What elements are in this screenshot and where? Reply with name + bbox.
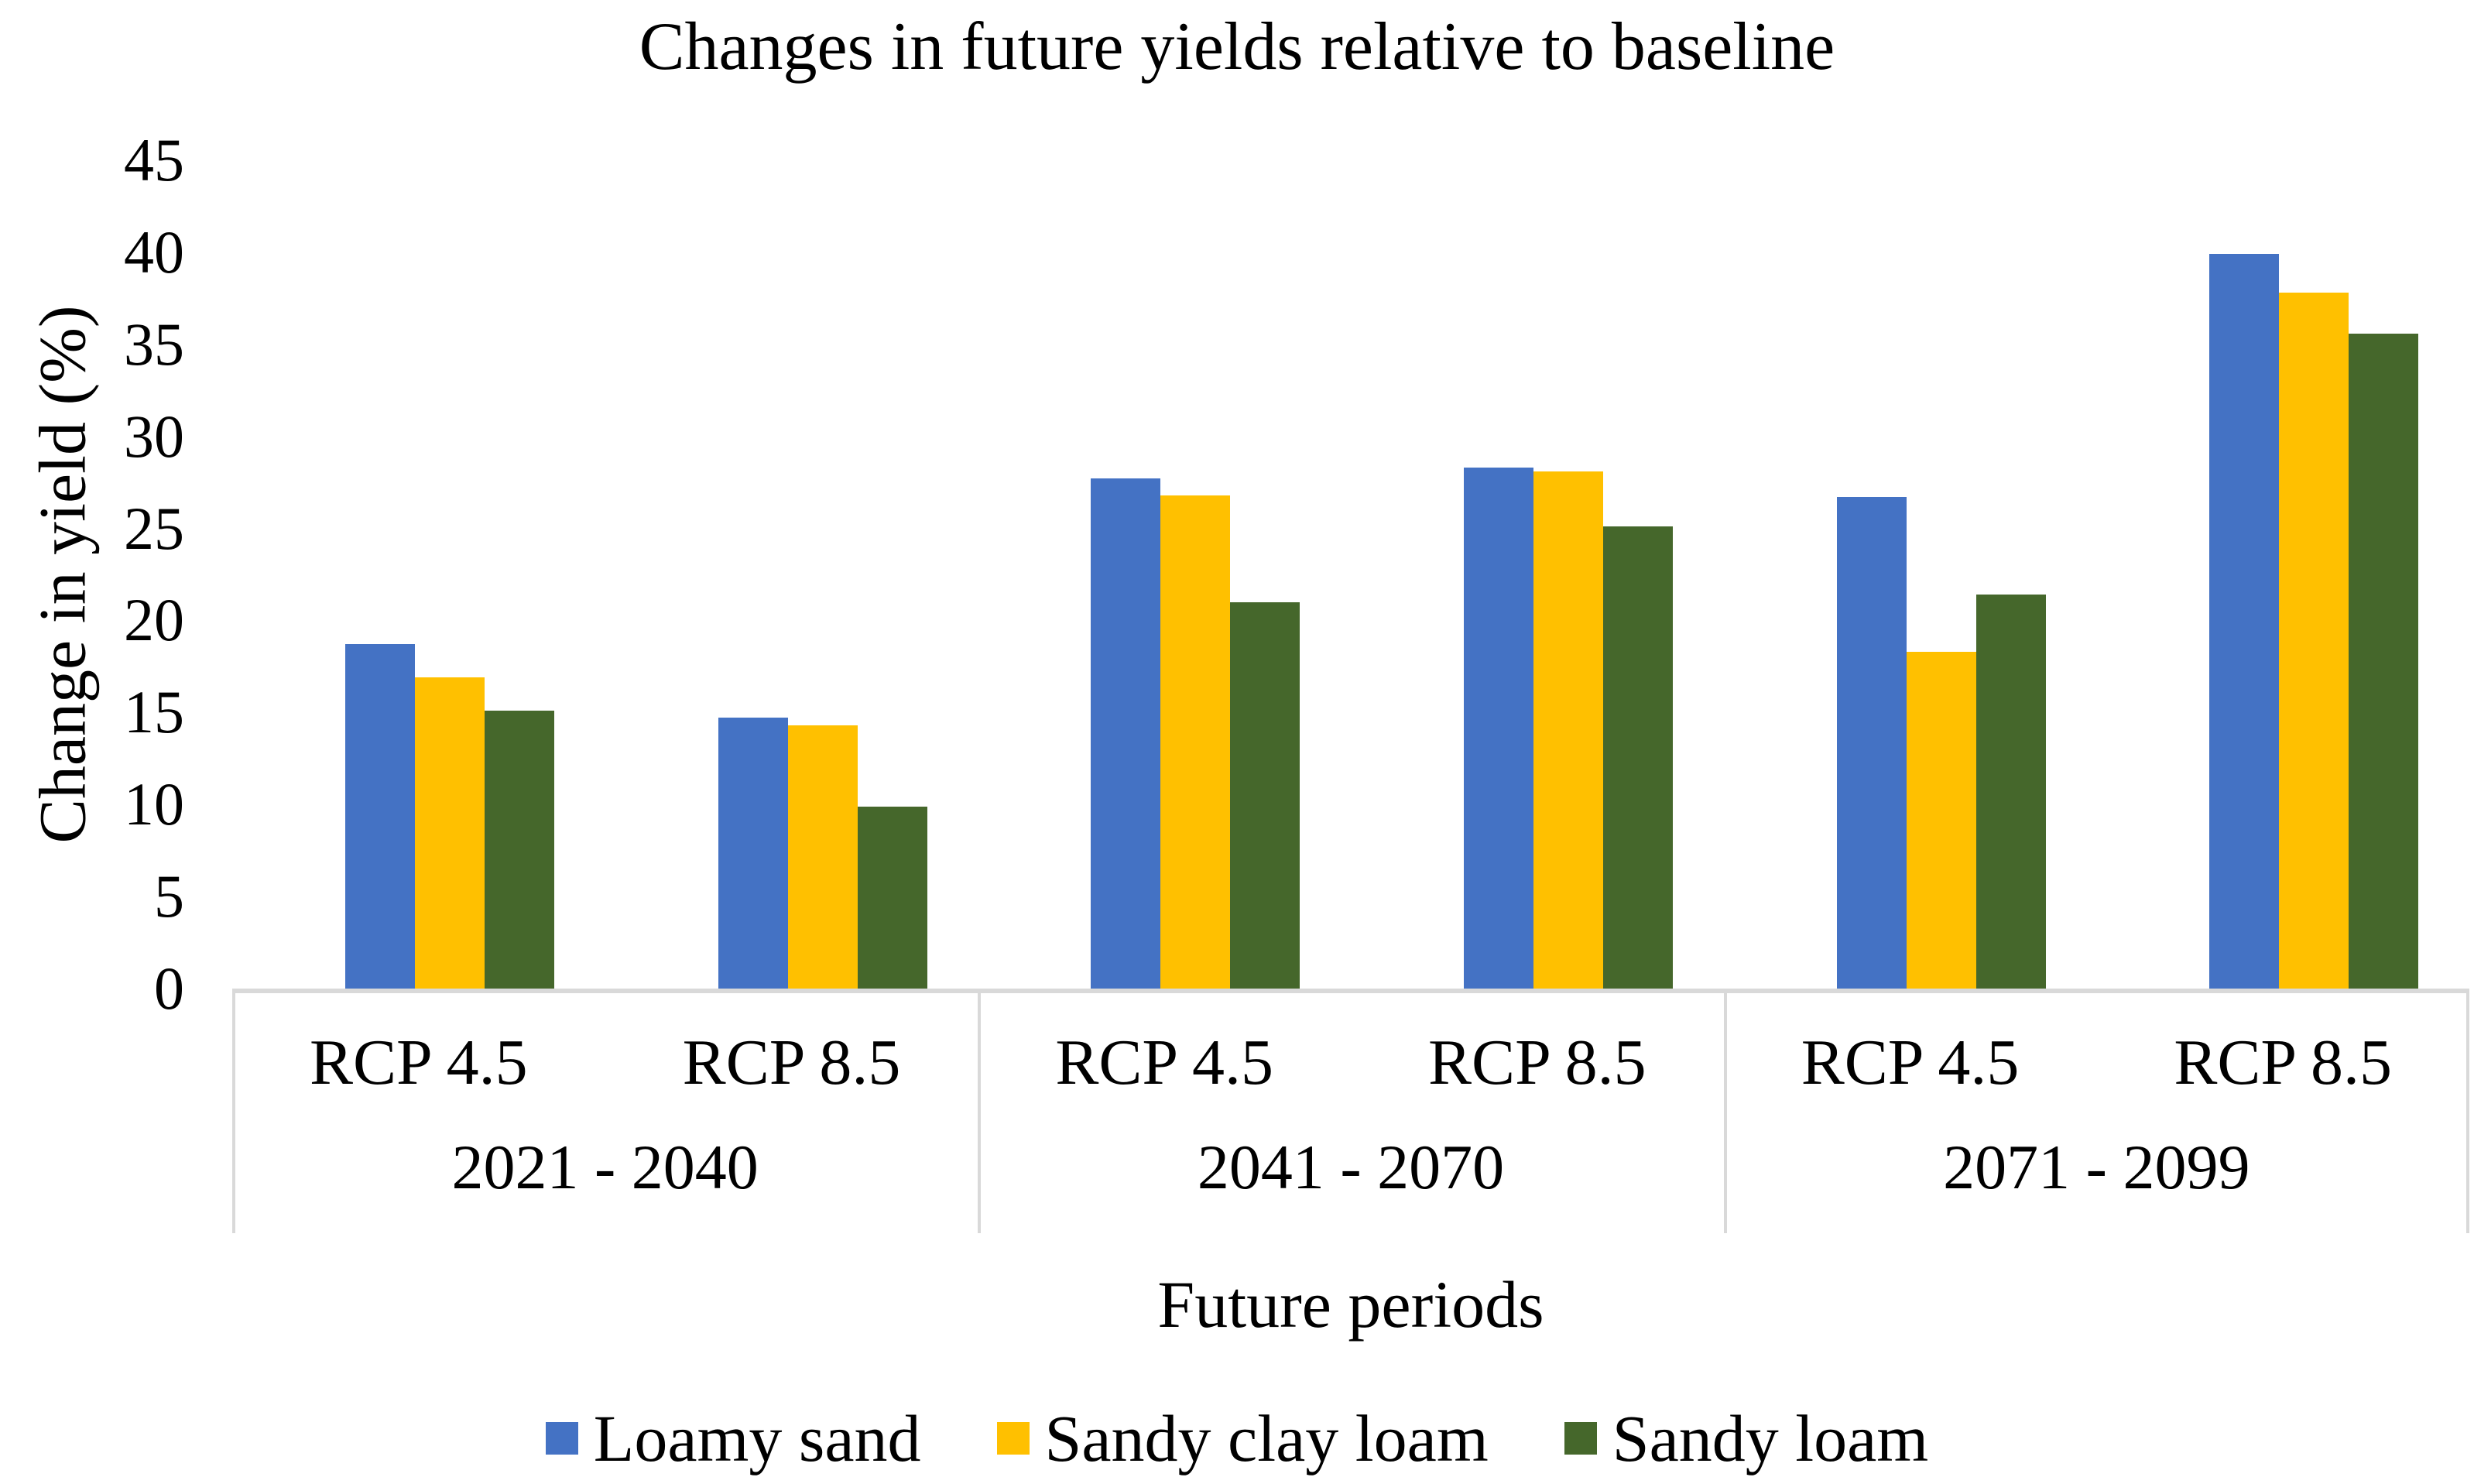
category-divider-2 <box>1724 993 1727 1233</box>
y-axis-title: Change in yield (%) <box>8 160 116 989</box>
scenario-label-3: RCP 4.5 <box>1055 1026 1273 1098</box>
plot-area <box>232 160 2469 993</box>
category-slot-6 <box>2096 160 2469 989</box>
y-tick-label-30: 30 <box>124 402 184 470</box>
category-slot-5 <box>1724 160 2097 989</box>
bar-sandy-loam-2 <box>857 807 927 989</box>
legend-swatch-icon <box>545 1422 578 1455</box>
bar-cluster-5 <box>1836 497 2046 989</box>
scenario-label-5: RCP 4.5 <box>1801 1026 2020 1098</box>
y-tick-label-5: 5 <box>154 862 184 930</box>
legend-label: Loamy sand <box>593 1401 921 1475</box>
bar-cluster-4 <box>1463 468 1673 989</box>
category-slot-1 <box>232 160 605 989</box>
bar-loamy-sand-4 <box>1463 468 1533 989</box>
category-divider-1 <box>978 993 981 1233</box>
y-axis-title-text: Change in yield (%) <box>25 305 100 844</box>
y-tick-label-40: 40 <box>124 218 184 286</box>
legend-swatch-icon <box>1564 1422 1597 1455</box>
period-label-3: 2071 - 2099 <box>1943 1132 2250 1202</box>
period-label-row: 2021 - 2040 2041 - 2070 2071 - 2099 <box>232 1113 2469 1222</box>
period-label-1: 2021 - 2040 <box>451 1132 759 1202</box>
y-tick-label-15: 15 <box>124 678 184 746</box>
legend-label: Sandy clay loam <box>1044 1401 1489 1475</box>
legend-label: Sandy loam <box>1612 1401 1929 1475</box>
legend-item-sandy-loam: Sandy loam <box>1564 1400 1928 1477</box>
y-tick-label-35: 35 <box>124 310 184 378</box>
legend: Loamy sand Sandy clay loam Sandy loam <box>0 1392 2474 1484</box>
bar-loamy-sand-3 <box>1091 478 1161 989</box>
legend-item-sandy-clay-loam: Sandy clay loam <box>996 1400 1489 1477</box>
bar-sandy-clay-loam-1 <box>414 677 485 989</box>
scenario-label-4: RCP 8.5 <box>1428 1026 1646 1098</box>
bar-loamy-sand-6 <box>2209 254 2280 989</box>
scenario-label-row: RCP 4.5 RCP 8.5 RCP 4.5 RCP 8.5 RCP 4.5 RCP 8… <box>232 1005 2469 1121</box>
bar-loamy-sand-1 <box>344 644 415 989</box>
bar-cluster-6 <box>2209 254 2419 989</box>
period-label-2: 2041 - 2070 <box>1197 1132 1505 1202</box>
bar-sandy-clay-loam-5 <box>1906 652 1976 989</box>
category-divider-3 <box>2466 993 2469 1233</box>
bar-sandy-loam-3 <box>1230 602 1300 989</box>
bar-sandy-loam-1 <box>484 711 554 989</box>
chart-title: Changes in future yields relative to bas… <box>639 9 1835 84</box>
bar-loamy-sand-2 <box>718 718 788 989</box>
bar-sandy-loam-6 <box>2349 334 2419 989</box>
y-tick-label-45: 45 <box>124 126 184 194</box>
bar-cluster-2 <box>718 718 927 989</box>
scenario-label-6: RCP 8.5 <box>2174 1026 2393 1098</box>
bar-sandy-clay-loam-3 <box>1160 495 1231 989</box>
category-slot-2 <box>605 160 978 989</box>
bar-sandy-clay-loam-2 <box>787 725 858 989</box>
x-axis-label-area: RCP 4.5 RCP 8.5 RCP 4.5 RCP 8.5 RCP 4.5 RCP 8… <box>232 993 2469 1233</box>
bar-cluster-1 <box>344 644 554 989</box>
bar-sandy-clay-loam-6 <box>2279 293 2349 989</box>
category-slot-3 <box>978 160 1351 989</box>
category-divider-0 <box>232 993 235 1233</box>
scenario-label-1: RCP 4.5 <box>310 1026 528 1098</box>
category-slot-4 <box>1351 160 1724 989</box>
bar-loamy-sand-5 <box>1836 497 1907 989</box>
x-axis-title: Future periods <box>1157 1267 1544 1342</box>
bar-sandy-clay-loam-4 <box>1533 471 1603 989</box>
legend-item-loamy-sand: Loamy sand <box>545 1400 921 1477</box>
legend-swatch-icon <box>996 1422 1030 1455</box>
y-tick-label-10: 10 <box>124 770 184 838</box>
bar-sandy-loam-5 <box>1975 595 2046 989</box>
y-tick-label-20: 20 <box>124 586 184 654</box>
bar-cluster-3 <box>1091 478 1300 989</box>
scenario-label-2: RCP 8.5 <box>682 1026 901 1098</box>
bar-sandy-loam-4 <box>1602 526 1673 989</box>
y-tick-label-0: 0 <box>154 954 184 1022</box>
y-tick-label-25: 25 <box>124 494 184 562</box>
